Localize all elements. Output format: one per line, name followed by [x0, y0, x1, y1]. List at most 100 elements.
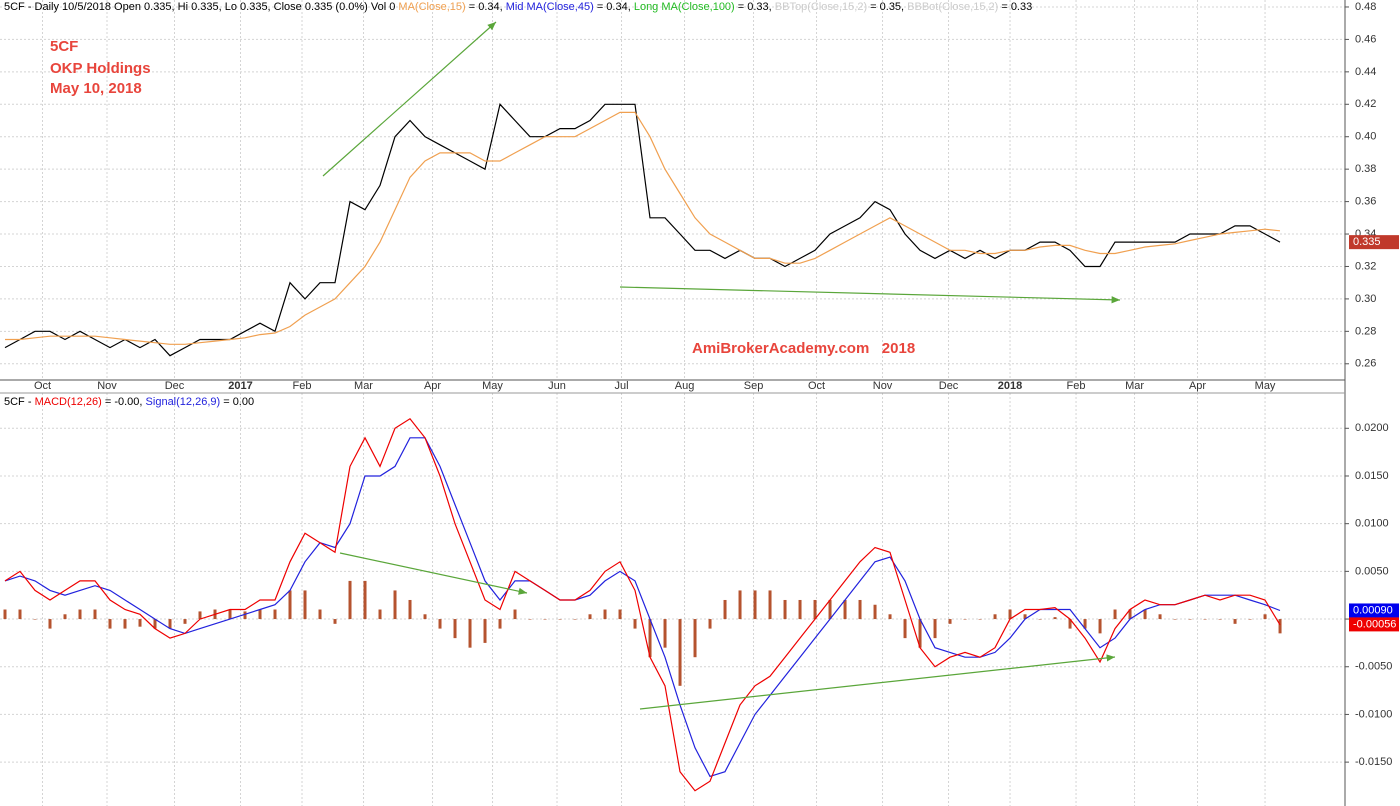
histogram-bar [918, 619, 922, 648]
histogram-bar [558, 619, 562, 620]
histogram-bar [273, 609, 277, 620]
x-tick-label: Sep [744, 380, 764, 392]
histogram-bar [963, 619, 967, 620]
x-tick-label: Feb [1067, 380, 1086, 392]
y-tick-label: 0.36 [1355, 196, 1376, 208]
histogram-bar [738, 590, 742, 620]
histogram-bar [483, 619, 487, 643]
histogram-bar [393, 590, 397, 620]
histogram-bar [108, 619, 112, 629]
histogram-bar [543, 619, 547, 620]
x-tick-label: Apr [424, 380, 441, 392]
series-line [4, 437, 1281, 778]
y-tick-label: 0.0050 [1355, 565, 1389, 577]
histogram-bar [408, 599, 412, 620]
histogram-bar [978, 619, 982, 620]
histogram-bar [1203, 619, 1207, 620]
trend-arrow [619, 286, 1121, 304]
y-tick-label: 0.46 [1355, 33, 1376, 45]
histogram-bar [1263, 614, 1267, 620]
histogram-bar [573, 619, 577, 620]
histogram-bar [858, 599, 862, 620]
x-tick-label: May [482, 380, 503, 392]
x-tick-label: Oct [808, 380, 825, 392]
histogram-bar [843, 599, 847, 620]
series-line [4, 418, 1281, 792]
histogram-bar [1068, 619, 1072, 629]
histogram-bar [1218, 619, 1222, 620]
last-value-badge [1349, 603, 1399, 618]
histogram-bar [993, 614, 997, 620]
header-part: 5CF - Daily 10/5/2018 Open 0.335, Hi 0.3… [4, 1, 398, 13]
histogram-bar [678, 619, 682, 686]
y-tick-label: 0.40 [1355, 131, 1376, 143]
histogram-bar [588, 614, 592, 620]
x-tick-label: Dec [939, 380, 959, 392]
histogram-bar [1158, 614, 1162, 620]
histogram-bar [1038, 619, 1042, 620]
histogram-bar [1143, 609, 1147, 620]
histogram-bar [1083, 619, 1087, 629]
histogram-bar [873, 604, 877, 620]
header-part: Mid MA(Close,45) [506, 1, 594, 13]
y-tick-label: 0.44 [1355, 66, 1376, 78]
histogram-bar [768, 590, 772, 620]
y-tick-label: 0.0150 [1355, 470, 1389, 482]
histogram-bar [198, 611, 202, 620]
histogram-bar [1098, 619, 1102, 634]
header-part: = 0.34, [466, 1, 506, 13]
histogram-bar [498, 619, 502, 629]
y-tick-label: 0.42 [1355, 98, 1376, 110]
histogram-bar [228, 609, 232, 620]
header-part: MACD(12,26) [35, 396, 102, 408]
histogram-bar [348, 580, 352, 620]
histogram-bar [1023, 614, 1027, 620]
histogram-bar [618, 609, 622, 620]
y-tick-label: -0.0100 [1355, 708, 1392, 720]
x-tick-label: 2017 [228, 380, 252, 392]
y-tick-label: 0.0100 [1355, 518, 1389, 530]
histogram-bar [1113, 609, 1117, 620]
histogram-bar [18, 609, 22, 620]
histogram-bar [888, 614, 892, 620]
last-value-badge [1349, 617, 1399, 632]
header-part: BBBot(Close,15,2) [907, 1, 998, 13]
histogram-bar [663, 619, 667, 648]
histogram-bar [648, 619, 652, 658]
y-tick-label: 0.48 [1355, 1, 1376, 13]
y-tick-label: 0.28 [1355, 325, 1376, 337]
histogram-bar [753, 590, 757, 620]
histogram-bar [378, 609, 382, 620]
trend-arrow [339, 552, 528, 595]
histogram-bar [1173, 619, 1177, 620]
x-tick-label: May [1255, 380, 1276, 392]
series-line [5, 111, 1281, 345]
histogram-bar [153, 619, 157, 629]
histogram-bar [513, 609, 517, 620]
last-value-badge [1349, 235, 1399, 250]
histogram-bar [528, 619, 532, 620]
y-tick-label: -0.0050 [1355, 661, 1392, 673]
header-part: Signal(12,26,9) [146, 396, 221, 408]
histogram-bar [78, 609, 82, 620]
y-tick-label: -0.0150 [1355, 756, 1392, 768]
histogram-bar [63, 614, 67, 620]
histogram-bar [33, 619, 37, 620]
histogram-bar [1278, 619, 1282, 634]
histogram-bar [603, 609, 607, 620]
histogram-bar [813, 599, 817, 620]
header-part: = -0.00, [102, 396, 146, 408]
histogram-bar [723, 599, 727, 620]
x-tick-label: Nov [873, 380, 893, 392]
histogram-bar [468, 619, 472, 648]
histogram-bar [288, 590, 292, 620]
y-tick-label: 0.32 [1355, 260, 1376, 272]
histogram-bar [633, 619, 637, 629]
histogram-bar [258, 609, 262, 620]
histogram-bar [243, 611, 247, 620]
histogram-bar [1188, 619, 1192, 620]
histogram-bar [318, 609, 322, 620]
histogram-bar [138, 619, 142, 627]
annotation: 5CF [50, 38, 78, 55]
